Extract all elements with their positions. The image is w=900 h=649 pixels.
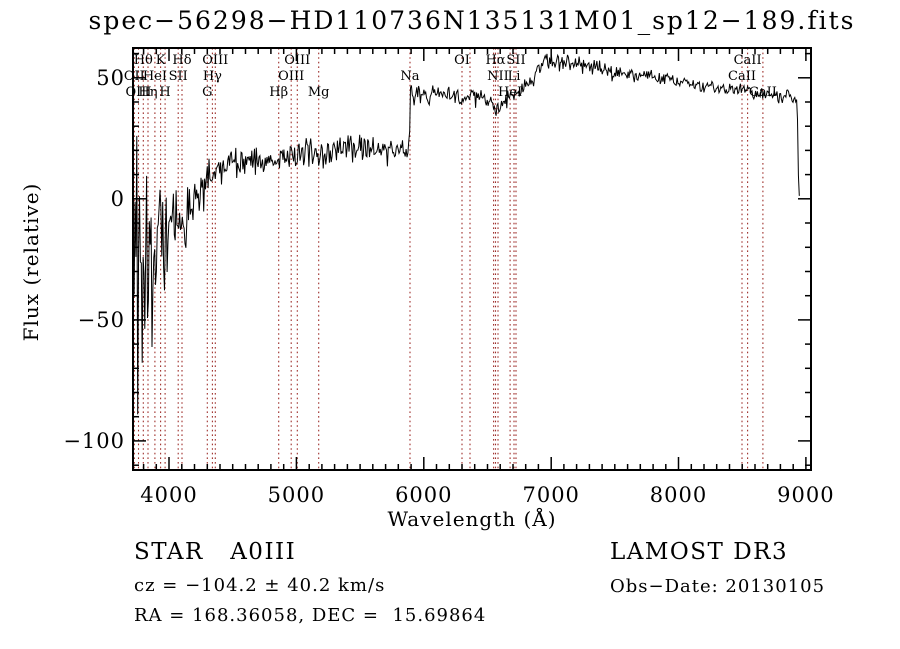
y-tick-label: −100 [63,429,125,453]
x-tick-label: 8000 [650,483,707,507]
spectral-line-label: OIII [202,53,228,68]
x-tick-label: 4000 [140,483,197,507]
spectral-line-label: Mg [308,85,330,100]
cz-text: cz = −104.2 ± 40.2 km/s [134,575,386,596]
figure-title: spec−56298−HD110736N135131M01_sp12−189.f… [88,6,856,35]
spectral-line-label: Hθ [134,53,153,68]
spectral-line-label: OIII [125,85,151,100]
x-tick-label: 7000 [522,483,579,507]
object-class-text: STAR A0III [134,539,297,565]
spectral-line-label: OIII [284,53,310,68]
spectral-line-label: Hβ [269,85,288,100]
y-tick-label: −50 [78,308,125,332]
x-tick-label: 9000 [777,483,834,507]
y-tick-label: 50 [96,66,125,90]
spectral-line-label: SII [506,53,525,68]
spectral-line-label: Na [400,69,419,84]
spectrum-trace [132,53,800,415]
spectral-line-label: CaII [734,53,762,68]
spectral-line-label: SII [169,69,188,84]
radec-text: RA = 168.36058, DEC = 15.69864 [134,605,487,626]
plot-frame [132,47,812,471]
obsdate-text: Obs−Date: 20130105 [610,576,826,597]
spectral-line-markers [133,48,764,470]
spectral-line-label: Hα [485,53,505,68]
spectral-line-label: Hδ [172,53,191,68]
spectral-line-label: K [156,53,166,68]
spectral-line-label: NII [487,69,509,84]
x-axis-label: Wavelength (Å) [387,506,556,531]
tick-labels: 4000 5000 6000 7000 8000 9000 50 0 −50 −100 [63,66,834,507]
spectral-line-label: HeI [143,69,167,84]
x-tick-label: 5000 [268,483,325,507]
x-tick-label: 6000 [395,483,452,507]
spectral-line-label: Hγ [203,69,222,84]
axes [132,47,812,471]
survey-text: LAMOST DR3 [610,539,789,565]
y-axis-label: Flux (relative) [19,183,43,342]
spectral-line-label: Li [508,69,521,84]
spectral-line-label: OI [454,53,470,68]
spectral-line-label: H [159,85,170,100]
spectral-line-label: OIII [278,69,304,84]
spectral-line-label: G [202,85,212,100]
spectral-line-label: OII [124,69,145,84]
y-tick-label: 0 [111,187,125,211]
spectral-line-label: CaII [728,69,756,84]
spectrum-trace-group [132,53,800,415]
spectral-line-label: Hη [138,85,157,100]
